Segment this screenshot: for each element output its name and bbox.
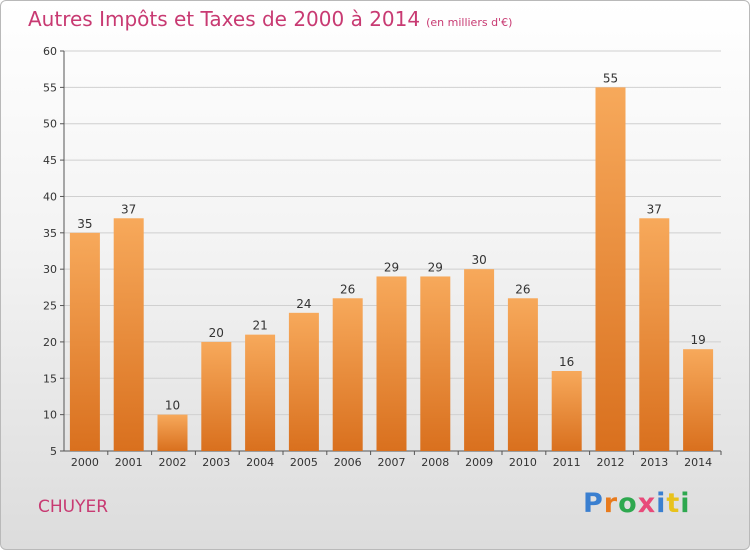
y-tick-label: 15	[43, 372, 57, 385]
commune-name: CHUYER	[38, 497, 109, 517]
x-tick-label: 2004	[246, 456, 274, 469]
x-tick-label: 2008	[421, 456, 449, 469]
x-tick-label: 2002	[159, 456, 187, 469]
logo-letter: r	[603, 488, 619, 519]
bar-2008	[420, 276, 451, 451]
data-label: 26	[515, 282, 530, 296]
x-tick-label: 2003	[202, 456, 230, 469]
logo-letter: x	[637, 488, 657, 519]
y-tick-label: 60	[43, 45, 57, 58]
x-tick-label: 2006	[334, 456, 362, 469]
bar-2010	[507, 298, 538, 451]
chart-title: Autres Impôts et Taxes de 2000 à 2014 (en…	[28, 7, 512, 31]
bar-2001	[113, 218, 144, 451]
data-label: 29	[428, 260, 443, 274]
bar-2005	[288, 312, 319, 451]
bar-2009	[464, 269, 495, 451]
bar-2014	[683, 349, 714, 451]
y-tick-label: 10	[43, 409, 57, 422]
x-tick-label: 2001	[115, 456, 143, 469]
data-label: 29	[384, 260, 399, 274]
y-tick-label: 35	[43, 227, 57, 240]
data-label: 10	[165, 399, 180, 413]
data-label: 35	[77, 217, 92, 231]
x-tick-label: 2011	[553, 456, 581, 469]
logo-letter: i	[656, 488, 667, 519]
data-label: 19	[690, 333, 705, 347]
bar-2013	[639, 218, 670, 451]
proxiti-logo: Proxiti	[583, 488, 691, 519]
chart-title-text: Autres Impôts et Taxes de 2000 à 2014	[28, 7, 421, 31]
data-label: 55	[603, 71, 618, 85]
x-tick-label: 2005	[290, 456, 318, 469]
data-label: 21	[252, 319, 267, 333]
data-label: 26	[340, 282, 355, 296]
bar-2002	[157, 414, 188, 451]
x-tick-label: 2007	[378, 456, 406, 469]
logo-letter: t	[666, 488, 681, 519]
logo-letter: i	[680, 488, 691, 519]
data-label: 37	[647, 202, 662, 216]
y-tick-label: 5	[50, 445, 57, 458]
x-tick-label: 2010	[509, 456, 537, 469]
x-tick-label: 2000	[71, 456, 99, 469]
y-tick-label: 45	[43, 154, 57, 167]
x-tick-label: 2012	[597, 456, 625, 469]
x-tick-label: 2009	[465, 456, 493, 469]
bar-2011	[551, 371, 582, 451]
bar-2007	[376, 276, 407, 451]
y-tick-label: 40	[43, 190, 57, 203]
data-label: 37	[121, 202, 136, 216]
logo-letter: o	[618, 488, 638, 519]
x-tick-label: 2014	[684, 456, 712, 469]
y-tick-label: 30	[43, 263, 57, 276]
bar-2004	[245, 334, 276, 451]
y-tick-label: 55	[43, 81, 57, 94]
x-tick-label: 2013	[640, 456, 668, 469]
bar-2012	[595, 87, 626, 451]
data-label: 20	[209, 326, 224, 340]
logo-letter: P	[583, 488, 604, 519]
data-label: 16	[559, 355, 574, 369]
y-tick-label: 50	[43, 118, 57, 131]
y-tick-label: 25	[43, 300, 57, 313]
chart-subtitle: (en milliers d'€)	[426, 16, 513, 29]
bar-2000	[69, 232, 100, 451]
data-label: 24	[296, 297, 311, 311]
y-tick-label: 20	[43, 336, 57, 349]
bar-2006	[332, 298, 363, 451]
data-label: 30	[471, 253, 486, 267]
bar-2003	[201, 341, 232, 451]
